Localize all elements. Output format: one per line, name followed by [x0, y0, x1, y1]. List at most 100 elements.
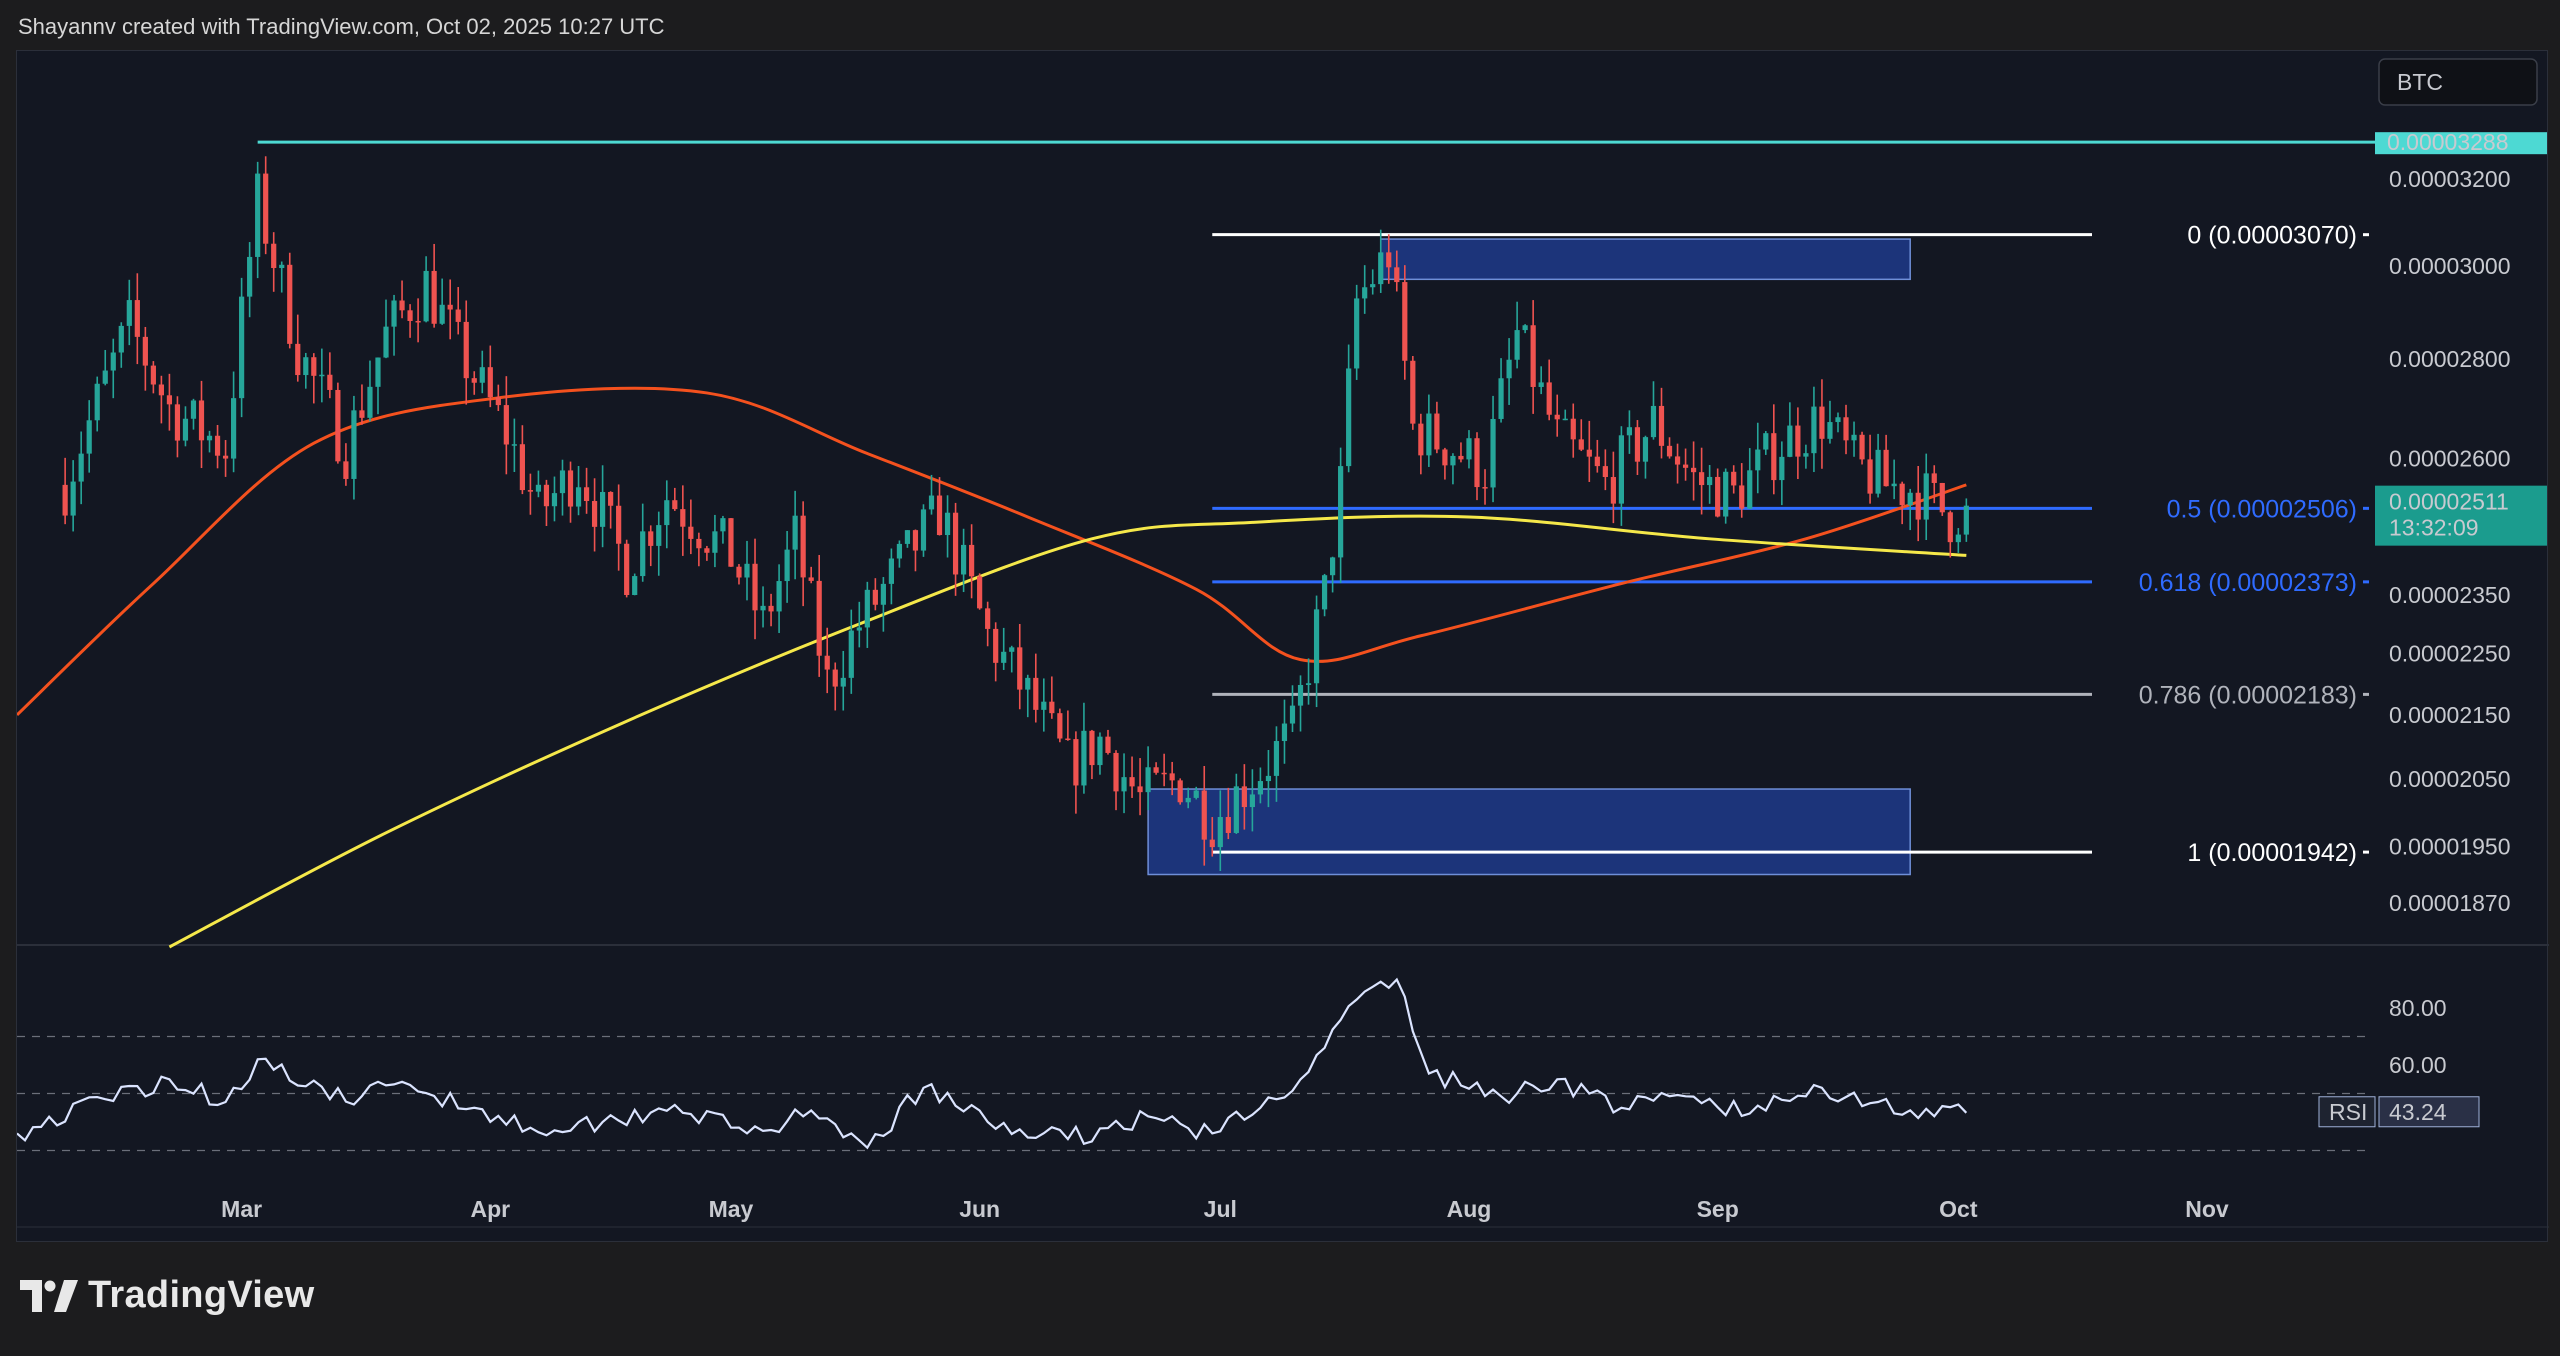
candle [1185, 787, 1191, 809]
candle [784, 530, 790, 603]
candle-body [174, 404, 181, 441]
candle-body [1321, 575, 1328, 610]
candle-body [399, 300, 405, 311]
candle-body [720, 518, 726, 532]
candle [551, 476, 558, 522]
candle-body [1410, 360, 1416, 424]
rsi-tick-label: 60.00 [2389, 1052, 2447, 1078]
candle-body [1370, 284, 1376, 288]
resistance-price-badge-text: 0.00003288 [2387, 129, 2509, 155]
candle [800, 501, 806, 607]
candle-body [1217, 817, 1223, 848]
candle-body [1289, 705, 1296, 724]
candle-body [343, 461, 349, 479]
candle [808, 566, 814, 584]
candle [190, 398, 197, 430]
price-tick-label: 0.00002250 [2389, 641, 2511, 667]
candle-body [222, 455, 229, 459]
candle-body [134, 300, 140, 337]
candle [1346, 344, 1352, 473]
candle [1811, 386, 1817, 473]
price-chart[interactable]: 0 (0.00003070) 0.5 (0.00002506) 0.618 (0.0… [17, 51, 2549, 1243]
candle [1073, 731, 1079, 814]
candle-body [1017, 647, 1023, 690]
zones-layer [1147, 238, 1911, 876]
chart-frame[interactable]: 0 (0.00003070) 0.5 (0.00002506) 0.618 (0.0… [16, 50, 2549, 1243]
candle-body [487, 367, 493, 398]
candle-body [1891, 483, 1897, 487]
candle-body [1233, 786, 1239, 833]
price-tick-label: 0.00002600 [2389, 446, 2511, 472]
month-tick-label: Oct [1939, 1196, 1978, 1222]
candle [1955, 528, 1961, 553]
candle-body [1137, 786, 1143, 793]
candle [1081, 702, 1087, 794]
candle-body [327, 374, 333, 390]
candle-body [632, 576, 638, 596]
candle-body [1618, 435, 1624, 504]
candle [255, 161, 261, 279]
candle [519, 425, 525, 495]
candle-body [423, 270, 429, 322]
candle-body [1498, 378, 1504, 419]
candle-body [888, 558, 894, 584]
candle-body [335, 389, 341, 462]
candle-body [904, 530, 911, 544]
candle-body [1394, 267, 1400, 283]
candle [511, 418, 517, 473]
candle [1041, 678, 1047, 732]
candle-body [664, 500, 670, 526]
candle-body [1546, 382, 1552, 415]
candle [142, 326, 148, 391]
candle-body [1554, 414, 1560, 420]
candle [1362, 265, 1368, 314]
candle [952, 502, 959, 596]
candle-body [648, 531, 654, 546]
last-price-badge-value: 0.00002511 [2389, 489, 2509, 515]
candle-body [1755, 449, 1761, 471]
candle [567, 461, 574, 523]
candle [1819, 379, 1825, 469]
chart-attribution: Shayannv created with TradingView.com, O… [18, 14, 665, 39]
candle-body [575, 487, 582, 507]
candle-body [1490, 418, 1496, 488]
candle [110, 338, 116, 399]
candle [792, 490, 798, 580]
candle-body [784, 549, 790, 582]
candle-body [1506, 359, 1512, 379]
price-tick-label: 0.00001870 [2389, 890, 2511, 916]
symbol-badge: BTC [2378, 58, 2538, 106]
candle-body [640, 531, 646, 577]
candle-body [1161, 772, 1167, 775]
candle-body [792, 515, 798, 550]
candle-body [1121, 777, 1127, 792]
candle [864, 581, 870, 648]
candle-body [527, 490, 534, 492]
candle-body [583, 487, 590, 502]
candle [1923, 453, 1929, 540]
demand-zone [1147, 788, 1911, 876]
tradingview-logo[interactable]: TradingView [20, 1274, 314, 1317]
candle-body [1763, 433, 1769, 450]
candle-body [1907, 492, 1913, 506]
candle-body [311, 357, 317, 376]
candle-body [1201, 790, 1207, 840]
candle-body [1666, 445, 1673, 457]
candle-body [768, 605, 774, 612]
candle-body [303, 357, 309, 376]
candle-body [688, 526, 694, 539]
candle-body [616, 505, 622, 544]
candle [1450, 453, 1456, 485]
candle [1939, 482, 1945, 516]
tradingview-logo-icon [20, 1279, 78, 1312]
candle [1105, 729, 1111, 755]
price-tick-label: 0.00002050 [2389, 766, 2511, 792]
candle [1747, 448, 1753, 510]
candle-body [736, 566, 742, 578]
candle [1145, 746, 1151, 811]
candle-body [912, 530, 919, 551]
candle-body [1041, 701, 1047, 710]
candle-body [431, 270, 437, 324]
candle [1578, 419, 1584, 452]
candle-body [1281, 723, 1288, 742]
